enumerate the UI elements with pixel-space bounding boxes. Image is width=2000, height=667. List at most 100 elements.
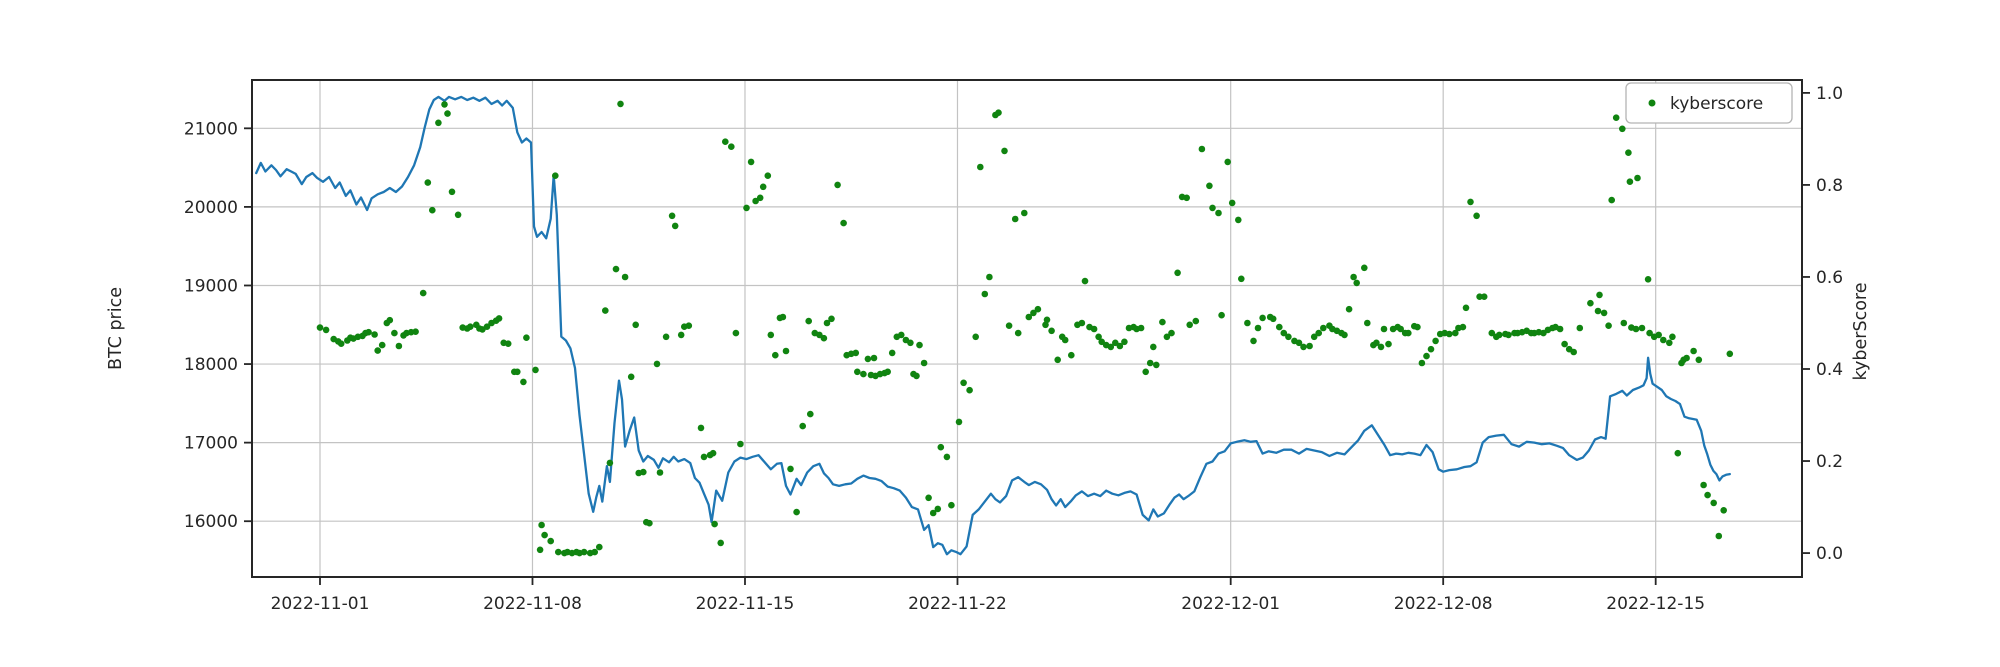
kyberscore-dot: [925, 494, 932, 502]
kyberscore-dot: [627, 373, 635, 381]
y-right-tick-label: 0.2: [1816, 452, 1843, 472]
kyberscore-dot: [1048, 327, 1055, 335]
kyberscore-dot: [668, 212, 676, 220]
kyberscore-dot: [1385, 340, 1392, 348]
kyberscore-dot: [722, 138, 729, 145]
kyberscore-dot: [1168, 329, 1175, 337]
kyberscore-dot: [1704, 491, 1711, 499]
kyberscore-dot: [685, 322, 693, 330]
kyberscore-dot: [1496, 331, 1503, 339]
kyberscore-dot: [767, 331, 775, 339]
kyberscore-dot: [1043, 316, 1051, 324]
kyberscore-dot: [840, 219, 847, 227]
kyberscore-dot: [547, 537, 554, 545]
x-tick-label: 2022-11-01: [271, 594, 370, 614]
kyberscore-dot: [1660, 336, 1667, 344]
kyberscore-dot: [1192, 317, 1200, 325]
kyberscore-dot: [1238, 275, 1245, 283]
kyberscore-dot: [523, 334, 530, 342]
kyberscore-dot: [1695, 356, 1703, 364]
kyberscore-dot: [1001, 147, 1008, 155]
kyberscore-dot: [728, 143, 735, 150]
kyberscore-dot: [1300, 343, 1307, 351]
kyberscore-dot: [1150, 343, 1157, 351]
kyberscore-dot: [374, 347, 382, 354]
kyberscore-dot: [424, 179, 432, 186]
kyberscore-dot: [671, 222, 679, 230]
kyberscore-dot: [483, 323, 491, 331]
kyberscore-dot: [1361, 264, 1368, 272]
kyberscore-dot: [820, 334, 828, 342]
kyberscore-dot: [884, 368, 891, 376]
kyberscore-dot: [995, 109, 1002, 116]
kyberscore-dot: [711, 520, 718, 528]
kyberscore-dot: [1112, 339, 1119, 347]
btc-price-path: [255, 95, 1731, 556]
y-left-tick-label: 16000: [184, 512, 238, 532]
kyberscore-dot: [981, 290, 989, 298]
kyberscore-dot: [1414, 323, 1421, 331]
kyberscore-dot: [429, 206, 436, 214]
kyberscore-dot: [1306, 342, 1313, 350]
kyberscore-dot: [1224, 158, 1231, 166]
kyberscore-dot: [1183, 194, 1190, 202]
kyberscore-dot: [1310, 333, 1318, 341]
kyberscore-dot: [1034, 305, 1042, 313]
y-axis-left: 16000 17000 18000 19000 20000 21000: [184, 119, 252, 532]
legend-box: [1625, 82, 1793, 124]
kyberscore-dot: [419, 289, 427, 297]
kyberscore-dot: [1030, 309, 1037, 317]
kyberscore-dot: [1674, 449, 1682, 457]
kyberscore-dot: [555, 548, 562, 556]
kyberscore-dot: [1345, 305, 1353, 313]
y-left-tick-label: 18000: [184, 355, 238, 375]
kyberscore-dot: [1244, 319, 1251, 327]
kyberscore-dot: [1364, 319, 1371, 327]
y-left-tick-label: 20000: [184, 198, 238, 218]
kyberscore-dot: [1380, 325, 1388, 333]
kyberscore-dot: [852, 349, 860, 357]
kyberscore-dot: [955, 418, 963, 426]
kyberscore-dot: [591, 548, 598, 556]
kyberscore-dot: [948, 501, 955, 509]
kyberscore-dot: [1011, 215, 1019, 223]
kyberscore-dot: [386, 316, 394, 324]
kyberscore-dot: [1250, 337, 1257, 345]
kyberscore-dot: [717, 539, 724, 547]
kyberscore-dot: [1285, 333, 1292, 341]
x-tick-label: 2022-12-08: [1394, 594, 1493, 614]
kyberscore-dot: [1350, 273, 1357, 281]
kyberscore-dot: [1473, 212, 1480, 220]
x-tick-label: 2022-11-22: [908, 594, 1007, 614]
kyberscore-dot: [972, 333, 979, 341]
kyberscore-dot: [1373, 339, 1380, 347]
kyberscore-dot: [646, 519, 653, 527]
kyberscore-dot: [960, 379, 967, 387]
y-right-tick-label: 0.0: [1816, 544, 1843, 564]
kyberscore-dot: [1198, 145, 1206, 153]
y-right-tick-label: 0.4: [1816, 360, 1843, 380]
kyberscore-dot: [552, 172, 559, 179]
kyberscore-dot: [1353, 279, 1360, 287]
kyberscore-dot: [779, 313, 787, 321]
kyberscore-dot: [1594, 307, 1602, 315]
kyberscore-dot: [1107, 343, 1115, 351]
kyberscore-dot: [653, 360, 661, 368]
y-left-tick-label: 17000: [184, 434, 238, 454]
kyberscore-dot: [1377, 343, 1385, 351]
kyberscore-dot: [1418, 359, 1426, 367]
kyberscore-dot: [1655, 331, 1662, 339]
kyberscore-dot: [823, 319, 831, 327]
y-right-tick-label: 0.6: [1816, 268, 1843, 288]
kyberscore-dot: [632, 321, 639, 329]
legend-label: kyberscore: [1670, 94, 1763, 114]
kyberscore-dot: [395, 342, 403, 350]
x-tick-label: 2022-12-01: [1181, 594, 1280, 614]
kyberscore-dot: [743, 204, 750, 212]
kyberscore-dot: [907, 339, 914, 347]
kyberscore-dot: [1476, 293, 1483, 301]
kyberscore-dot: [1600, 309, 1608, 317]
kyberscore-dot: [656, 469, 664, 476]
plot-border: [251, 79, 1803, 578]
kyberscore-dot: [747, 158, 755, 166]
